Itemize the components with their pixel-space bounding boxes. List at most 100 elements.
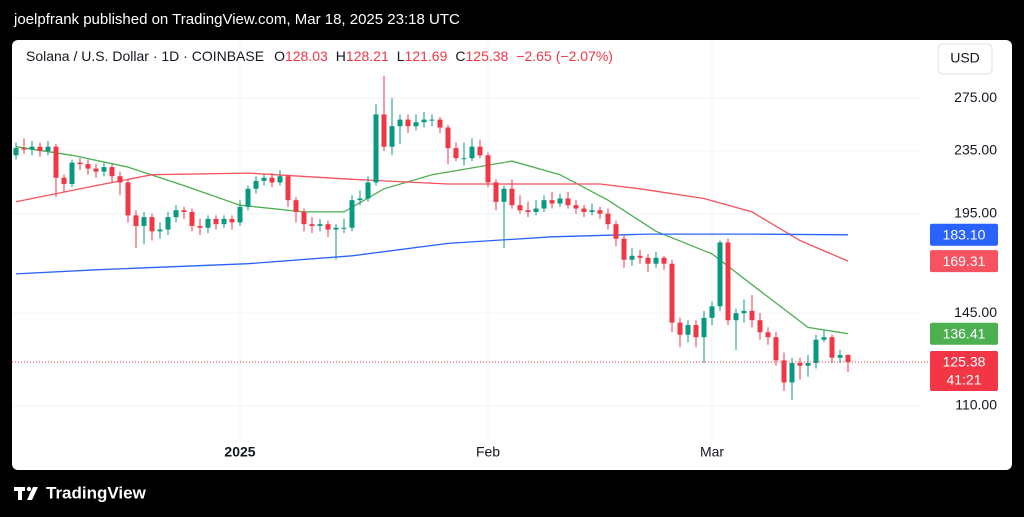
- legend-value: 128.03: [285, 48, 328, 64]
- candle-body: [613, 224, 619, 239]
- y-tick-label: 145.00: [954, 304, 997, 320]
- candle-body: [597, 210, 603, 214]
- candle-body: [165, 217, 171, 230]
- moving-average-line: [15, 233, 849, 275]
- candle-body: [517, 205, 523, 211]
- candle-body: [653, 257, 659, 264]
- footer-brand: TradingView: [46, 483, 147, 502]
- candle-body: [701, 317, 707, 338]
- candle-body: [749, 310, 755, 321]
- candle-body: [205, 218, 211, 228]
- candle-body: [317, 224, 323, 226]
- y-tick-label: 235.00: [954, 142, 997, 158]
- candle-body: [13, 148, 19, 156]
- candle-body: [333, 227, 339, 230]
- candle-body: [501, 188, 507, 202]
- candle-body: [421, 119, 427, 123]
- candle-body: [637, 255, 643, 258]
- candle-body: [237, 206, 243, 223]
- header: joelpfrank published on TradingView.com,…: [13, 11, 460, 28]
- candle-body: [845, 354, 851, 363]
- candle-body: [805, 363, 811, 366]
- candle-body: [469, 146, 475, 159]
- candle-body: [669, 263, 675, 323]
- candle-body: [581, 208, 587, 212]
- candle-body: [549, 200, 555, 204]
- candle-body: [37, 146, 43, 151]
- candle-body: [309, 224, 315, 226]
- price-tag: [930, 223, 998, 246]
- candle-body: [229, 218, 235, 223]
- candle-body: [221, 218, 227, 225]
- candle-body: [133, 215, 139, 226]
- candle-body: [533, 208, 539, 212]
- moving-average-line: [15, 172, 849, 262]
- candle-body: [757, 320, 763, 333]
- candle-body: [69, 162, 75, 185]
- candle-body: [325, 224, 331, 230]
- candle-body: [813, 339, 819, 364]
- candle-body: [445, 127, 451, 149]
- candle-body: [621, 238, 627, 260]
- candle-body: [797, 363, 803, 366]
- candle-body: [301, 211, 307, 225]
- candle-body: [125, 182, 131, 216]
- candle-body: [373, 114, 379, 183]
- candle-body: [693, 324, 699, 338]
- candle-body: [709, 306, 715, 318]
- candle-body: [77, 162, 83, 165]
- candle-body: [381, 114, 387, 147]
- candle-body: [717, 242, 723, 307]
- candle-body: [429, 119, 435, 121]
- candle-body: [341, 227, 347, 229]
- candle-body: [173, 210, 179, 218]
- last-price-tag: [930, 351, 998, 392]
- candle-body: [365, 182, 371, 199]
- candle-body: [93, 168, 99, 172]
- candle-body: [53, 146, 59, 178]
- candle-body: [29, 146, 35, 150]
- candle-body: [781, 360, 787, 383]
- candle-body: [21, 148, 27, 150]
- candle-body: [117, 176, 123, 183]
- x-tick-label: 2025: [224, 444, 255, 460]
- candle-body: [485, 155, 491, 183]
- candle-body: [493, 182, 499, 202]
- candle-body: [413, 122, 419, 127]
- candle-body: [189, 211, 195, 226]
- candle-body: [149, 217, 155, 232]
- legend-letter: L: [397, 48, 405, 64]
- candle-body: [453, 148, 459, 159]
- candle-body: [589, 210, 595, 212]
- candle-body: [109, 167, 115, 177]
- candle-body: [733, 313, 739, 321]
- candle-body: [405, 119, 411, 127]
- candle-body: [573, 205, 579, 209]
- candle-body: [85, 164, 91, 169]
- candle-body: [605, 213, 611, 225]
- y-tick-label: 110.00: [955, 397, 997, 413]
- legend-symbol: Solana / U.S. Dollar · 1D · COINBASE: [26, 48, 264, 64]
- legend-letter: C: [455, 48, 465, 64]
- candle-body: [765, 332, 771, 338]
- candle-body: [477, 146, 483, 156]
- candle-body: [773, 337, 779, 361]
- countdown: 41:21: [946, 372, 981, 388]
- candle-body: [741, 310, 747, 314]
- candle-body: [677, 322, 683, 335]
- candle-body: [645, 257, 651, 264]
- candle-body: [277, 176, 283, 183]
- candle-body: [181, 210, 187, 212]
- candle-body: [389, 126, 395, 147]
- candle-body: [565, 198, 571, 206]
- candle-body: [261, 177, 267, 181]
- candle-body: [293, 200, 299, 212]
- currency-button[interactable]: [937, 43, 993, 75]
- candle-body: [397, 119, 403, 127]
- candle-body: [661, 257, 667, 264]
- candle-body: [525, 210, 531, 212]
- candle-body: [557, 198, 563, 204]
- candle-body: [837, 355, 843, 358]
- currency[interactable]: USD: [950, 50, 980, 66]
- legend-change-pct: (−2.07%): [556, 48, 613, 64]
